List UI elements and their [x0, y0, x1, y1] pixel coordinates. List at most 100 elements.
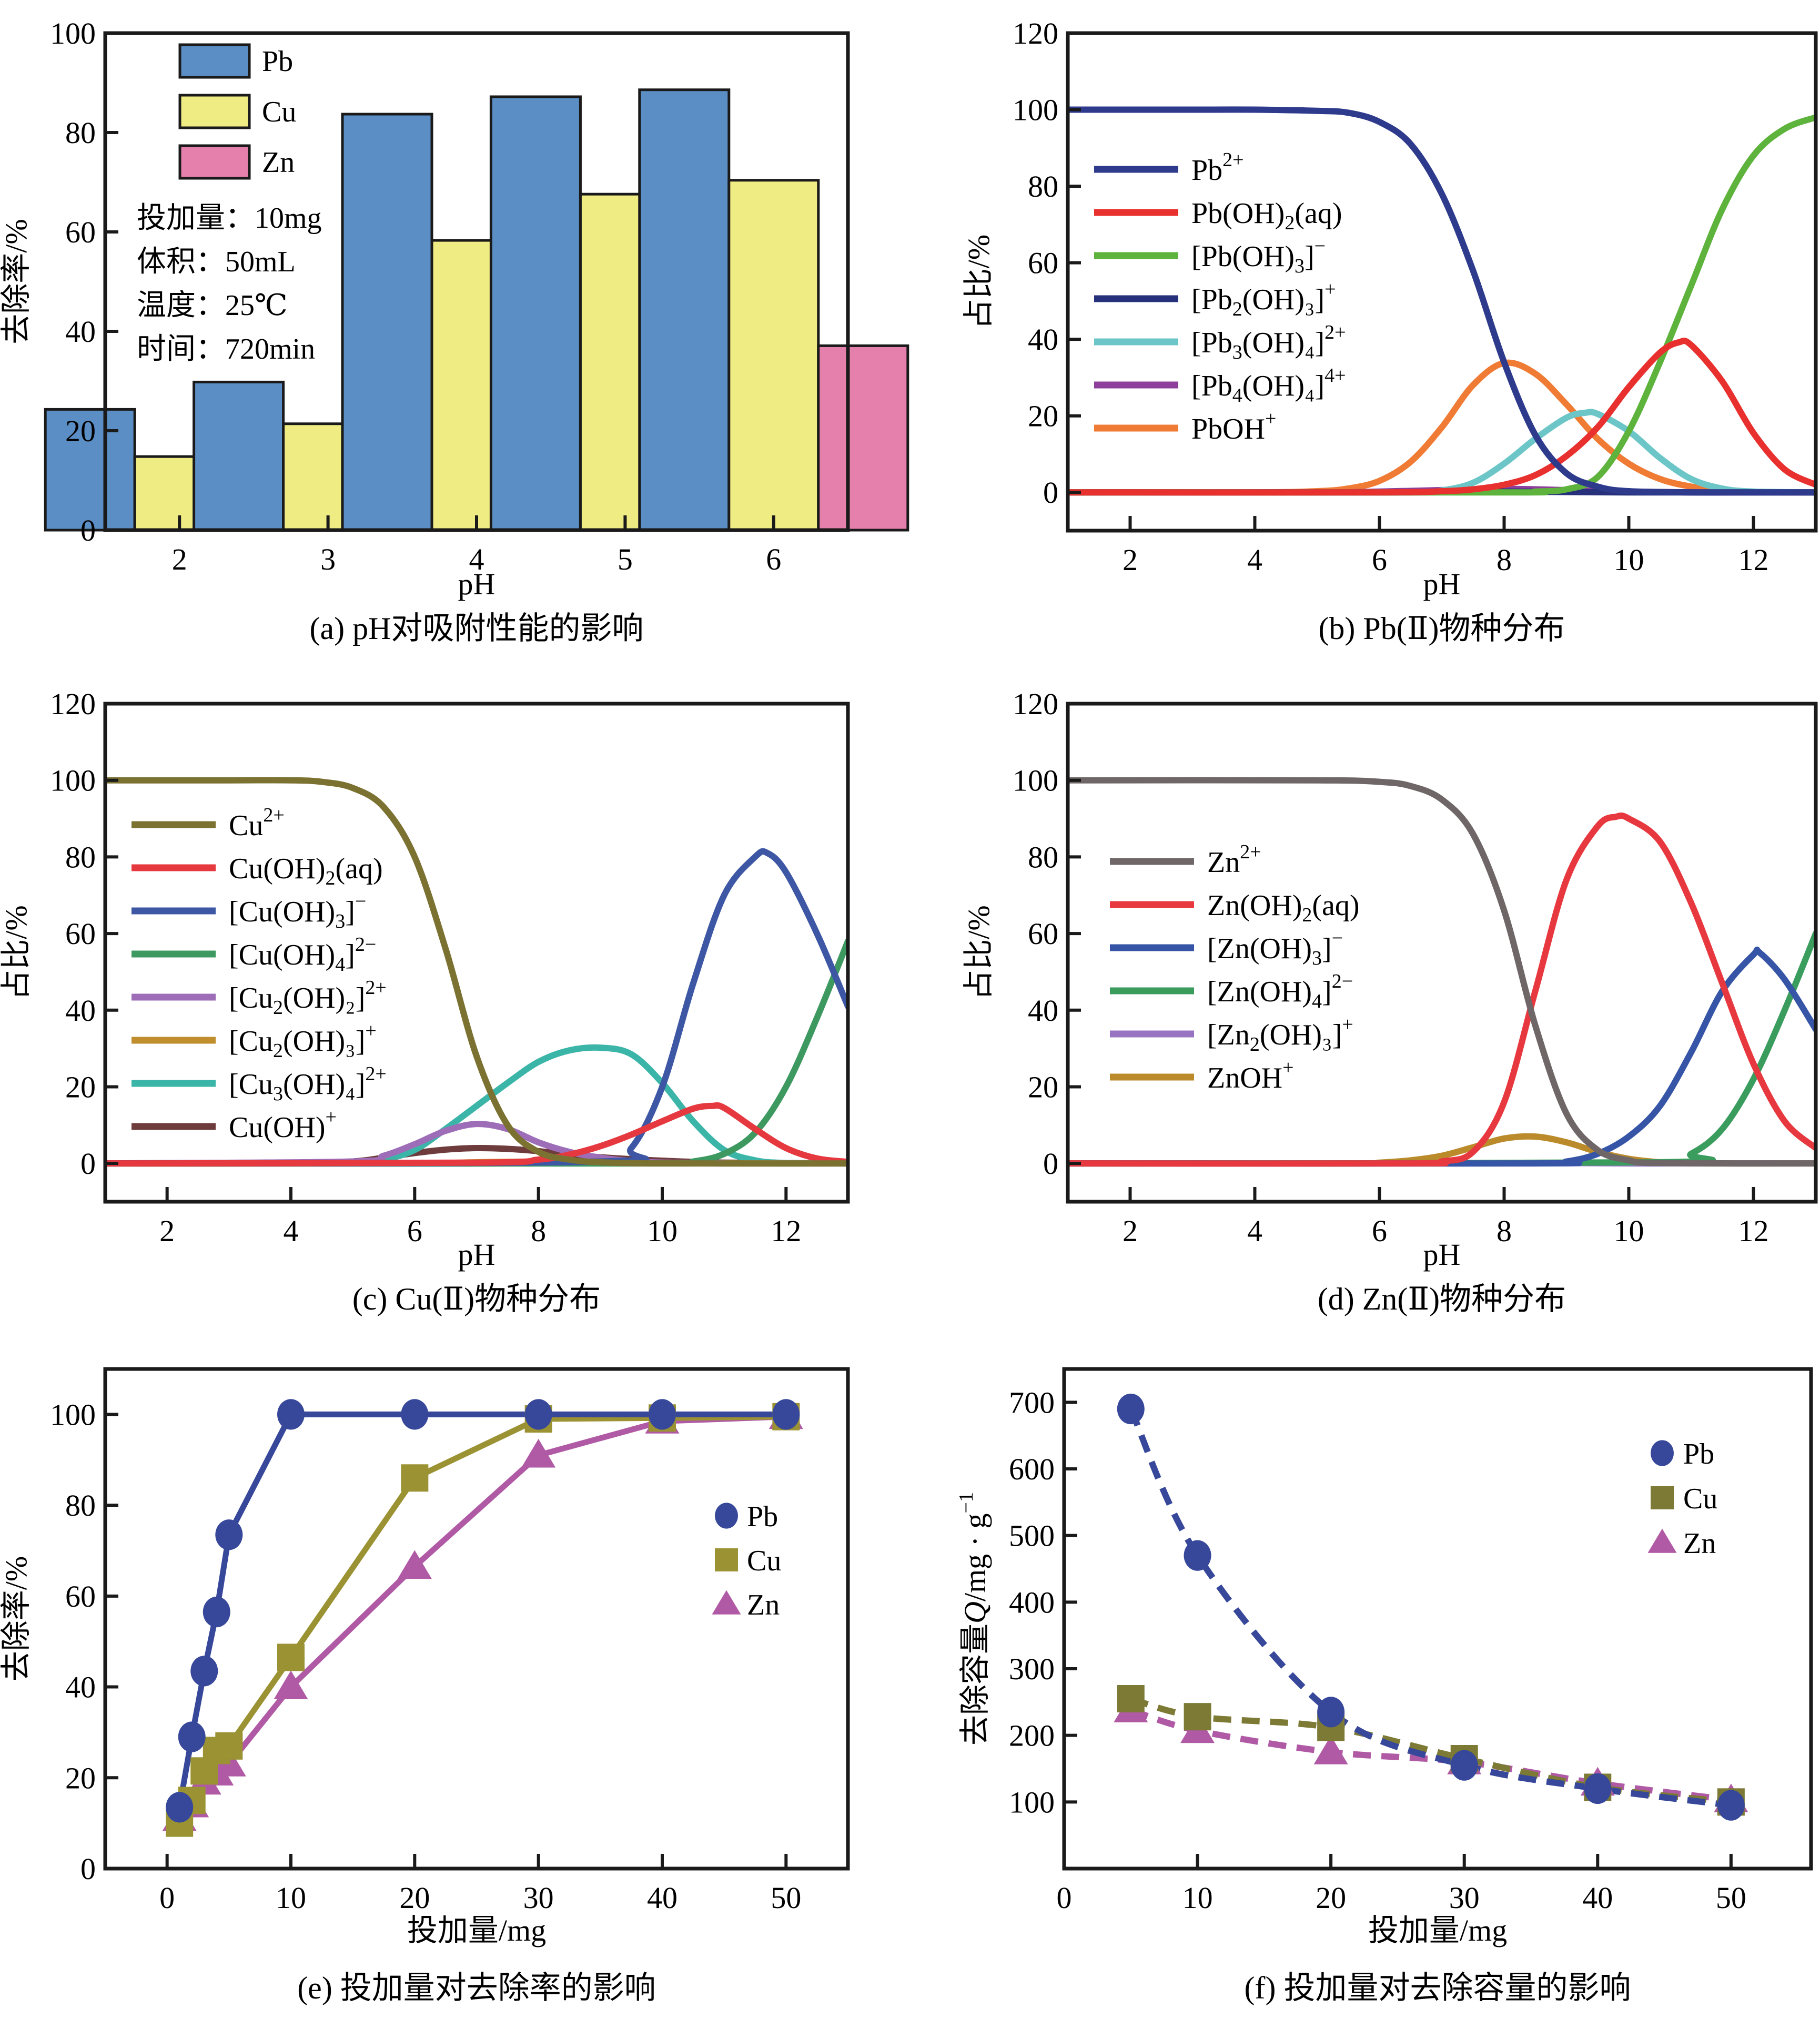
caption-c: (c) Cu(Ⅱ)物种分布: [352, 1282, 601, 1316]
data-point-pb: [1450, 1750, 1478, 1781]
chart-c: 2 4 6 8 10 12020406080100120Cu2+Cu(OH)2(aq)[C…: [0, 687, 850, 1316]
legend-label-part: ]: [1322, 932, 1332, 965]
y-tick-label-c: 80: [65, 840, 96, 874]
annotation-text: 体积：50mL: [137, 246, 296, 278]
x-tick-label-d: 10: [1614, 1214, 1644, 1248]
x-tick-label-f: 40: [1582, 1881, 1613, 1915]
legend-label-part: [Pb: [1191, 370, 1232, 402]
x-axis-title-c: pH: [458, 1237, 496, 1272]
x-tick-label-b: 10: [1614, 543, 1644, 577]
series-line-cu2-: [105, 777, 848, 1167]
y-axis-title-part: Q: [958, 1601, 992, 1624]
x-axis-title-e: 投加量/mg: [407, 1913, 546, 1947]
x-tick-label-a: 4: [469, 542, 484, 576]
legend-label-part: 3: [1232, 341, 1242, 363]
legend-label-part: ]: [1305, 240, 1315, 273]
legend-label-part: [Cu(OH): [229, 896, 335, 928]
x-tick-label-c: 4: [284, 1214, 299, 1248]
legend-label-part: 2: [1232, 298, 1242, 320]
caption-f: (f) 投加量对去除容量的影响: [1245, 1971, 1631, 2005]
legend-label-part: 4: [1312, 990, 1322, 1012]
legend-label: [Pb4(OH)₄]4+: [1191, 364, 1346, 407]
legend-label-part: [Zn: [1207, 1019, 1250, 1051]
series-line--zn-oh-4-2-: [1068, 930, 1816, 1167]
data-point-zn: [397, 1550, 432, 1579]
y-tick-label-e: 0: [80, 1852, 96, 1886]
y-axis-title-a: 去除率/%: [0, 219, 33, 344]
x-tick-label-a: 3: [320, 542, 336, 576]
caption-e: (e) 投加量对去除率的影响: [297, 1971, 656, 2005]
legend-label-part: Pb: [1191, 154, 1222, 187]
x-axis-title-a: pH: [458, 567, 496, 601]
legend-swatch-cu: [178, 94, 251, 129]
legend-label-zn: Zn: [1683, 1527, 1716, 1560]
x-tick-label-c: 6: [407, 1214, 422, 1248]
y-tick-label-f: 200: [1009, 1719, 1055, 1753]
legend-label-cu: Cu: [747, 1545, 781, 1577]
data-point-pb: [649, 1399, 676, 1430]
y-axis-title-e: 去除率/%: [0, 1556, 33, 1681]
legend-label-part: (aq): [1295, 197, 1342, 230]
legend-label-part: ]: [1322, 976, 1332, 1008]
legend-label-part: −: [1332, 927, 1343, 949]
legend-label-part: +: [1265, 408, 1276, 430]
x-tick-label-a: 5: [618, 542, 633, 576]
y-tick-label-b: 80: [1028, 169, 1058, 204]
legend-marker-zn: [712, 1590, 741, 1615]
series-line-pb-oh-2-aq-: [1068, 338, 1816, 496]
x-tick-label-a: 6: [766, 542, 781, 576]
legend-label-part: 4: [335, 953, 345, 976]
annotation-text: 投加量：10mg: [137, 202, 322, 235]
series-lines-d: [1068, 777, 1816, 1167]
series-line-pb2-: [1068, 106, 1816, 496]
x-tick-label-d: 2: [1123, 1214, 1138, 1248]
data-point-pb: [401, 1399, 429, 1430]
y-tick-label-c: 20: [65, 1070, 96, 1104]
legend-label-part: (OH)₄]: [1242, 370, 1324, 402]
series-lines-b: [1068, 106, 1816, 496]
bar-pb-ph3: [193, 380, 285, 532]
plot-frame-c: [103, 702, 850, 1204]
data-point-cu: [401, 1464, 429, 1492]
caption-d: (d) Zn(Ⅱ)物种分布: [1318, 1282, 1566, 1316]
legend-label: [Cu(OH)4]2−: [229, 934, 376, 976]
y-tick-label-f: 300: [1009, 1652, 1055, 1686]
x-tick-label-f: 10: [1182, 1881, 1213, 1915]
series-line-pb: [176, 1411, 786, 1808]
y-tick-label-c: 0: [80, 1147, 96, 1181]
legend-label-part: +: [1342, 1013, 1353, 1036]
legend-label-part: −: [1315, 235, 1326, 257]
y-tick-label-f: 400: [1009, 1585, 1055, 1619]
legend-label: [Cu2(OH)₃]+: [229, 1020, 377, 1062]
legend-marker-cu: [715, 1548, 738, 1571]
legend-label: [Pb3(OH)₄]2+: [1191, 321, 1346, 363]
legend-label-part: ZnOH: [1207, 1062, 1282, 1094]
data-point-pb: [178, 1721, 206, 1752]
legend-label-part: 3: [1312, 947, 1322, 969]
legend-label-zn: Zn: [262, 146, 295, 179]
legend-label: Zn2+: [1207, 841, 1261, 879]
data-point-pb: [166, 1792, 194, 1823]
x-tick-label-f: 30: [1449, 1881, 1480, 1915]
caption-a: (a) pH对吸附性能的影响: [310, 611, 644, 646]
series-line-zn2-: [1068, 777, 1816, 1167]
y-tick-label-e: 80: [65, 1488, 96, 1523]
y-tick-label-f: 700: [1009, 1385, 1055, 1419]
legend-label: Zn(OH)2(aq): [1207, 889, 1360, 926]
series-line-pboh-: [1068, 359, 1816, 496]
legend-label-part: ]: [345, 939, 355, 971]
legend-swatch-pb: [178, 43, 251, 79]
y-tick-label-d: 40: [1028, 993, 1058, 1028]
y-tick-label-a: 60: [65, 215, 96, 249]
legend-label: Cu2+: [229, 804, 285, 842]
legend-label: [Cu2(OH)₂]2+: [229, 977, 387, 1019]
legend-marker-pb: [715, 1503, 738, 1529]
chart-f: 0 10 20 30 40 50 100 200 300 400 500 600 700 Pb Cu Zn 投加…: [955, 1367, 1813, 2005]
data-point-pb: [1717, 1790, 1745, 1821]
legend-label-pb: Pb: [1683, 1438, 1714, 1470]
y-tick-label-a: 0: [80, 513, 96, 547]
x-tick-label-b: 6: [1372, 543, 1387, 577]
legend-label-part: +: [326, 1106, 337, 1128]
y-tick-label-b: 120: [1013, 16, 1058, 50]
